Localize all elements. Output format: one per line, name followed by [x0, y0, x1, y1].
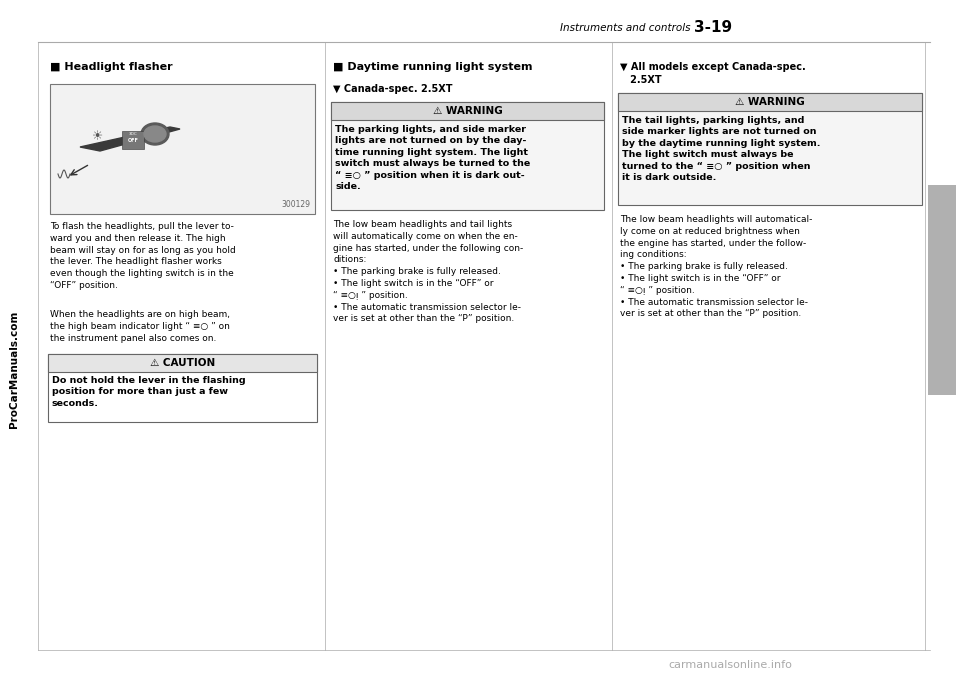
Text: To flash the headlights, pull the lever to-
ward you and then release it. The hi: To flash the headlights, pull the lever … [50, 222, 236, 290]
Text: ⚠ CAUTION: ⚠ CAUTION [150, 358, 215, 368]
Text: ▼ Canada-spec. 2.5XT: ▼ Canada-spec. 2.5XT [333, 84, 452, 94]
Bar [331, 102, 604, 210]
Text: ProCarManuals.com: ProCarManuals.com [9, 311, 19, 428]
Polygon shape [80, 127, 180, 151]
Bar [48, 354, 317, 422]
Text: The low beam headlights and tail lights
will automatically come on when the en-
: The low beam headlights and tail lights … [333, 220, 523, 323]
Bar [48, 354, 317, 372]
Bar [618, 93, 922, 205]
Text: When the headlights are on high beam,
the high beam indicator light “ ≡○ ” on
th: When the headlights are on high beam, th… [50, 310, 230, 342]
Bar [122, 131, 144, 149]
Bar [50, 84, 315, 214]
Bar [331, 102, 604, 120]
Bar [618, 93, 922, 111]
Text: The parking lights, and side marker
lights are not turned on by the day-
time ru: The parking lights, and side marker ligh… [335, 125, 530, 191]
Text: The low beam headlights will automatical-
ly come on at reduced brightness when
: The low beam headlights will automatical… [620, 215, 812, 319]
Text: 2.5XT: 2.5XT [620, 75, 661, 85]
Text: 3OC: 3OC [129, 132, 137, 136]
Text: ■ Daytime running light system: ■ Daytime running light system [333, 62, 533, 72]
Text: ☀: ☀ [92, 130, 104, 144]
Bar [928, 185, 956, 395]
Ellipse shape [141, 123, 169, 145]
Text: OFF: OFF [128, 138, 138, 144]
Text: The tail lights, parking lights, and
side marker lights are not turned on
by the: The tail lights, parking lights, and sid… [622, 116, 821, 182]
Text: ▼ All models except Canada-spec.: ▼ All models except Canada-spec. [620, 62, 805, 72]
Text: ■ Headlight flasher: ■ Headlight flasher [50, 62, 173, 72]
Text: Do not hold the lever in the flashing
position for more than just a few
seconds.: Do not hold the lever in the flashing po… [52, 376, 246, 408]
Ellipse shape [144, 126, 166, 142]
Text: 300129: 300129 [281, 200, 310, 209]
Text: ⚠ WARNING: ⚠ WARNING [735, 97, 804, 107]
Text: carmanualsonline.info: carmanualsonline.info [668, 660, 792, 670]
Text: Instruments and controls: Instruments and controls [560, 23, 690, 33]
Text: 3-19: 3-19 [694, 20, 732, 35]
Text: ⚠ WARNING: ⚠ WARNING [433, 106, 502, 116]
